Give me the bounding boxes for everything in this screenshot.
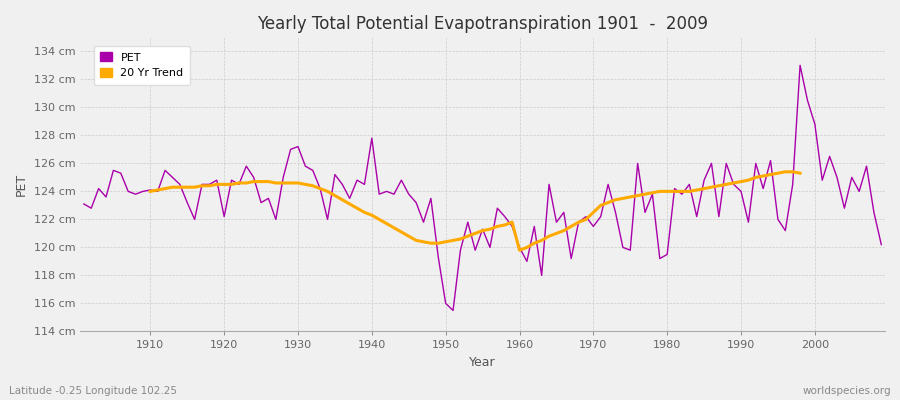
Y-axis label: PET: PET [15, 173, 28, 196]
X-axis label: Year: Year [469, 356, 496, 369]
Text: worldspecies.org: worldspecies.org [803, 386, 891, 396]
Text: Latitude -0.25 Longitude 102.25: Latitude -0.25 Longitude 102.25 [9, 386, 177, 396]
Legend: PET, 20 Yr Trend: PET, 20 Yr Trend [94, 46, 190, 85]
Title: Yearly Total Potential Evapotranspiration 1901  -  2009: Yearly Total Potential Evapotranspiratio… [257, 15, 708, 33]
